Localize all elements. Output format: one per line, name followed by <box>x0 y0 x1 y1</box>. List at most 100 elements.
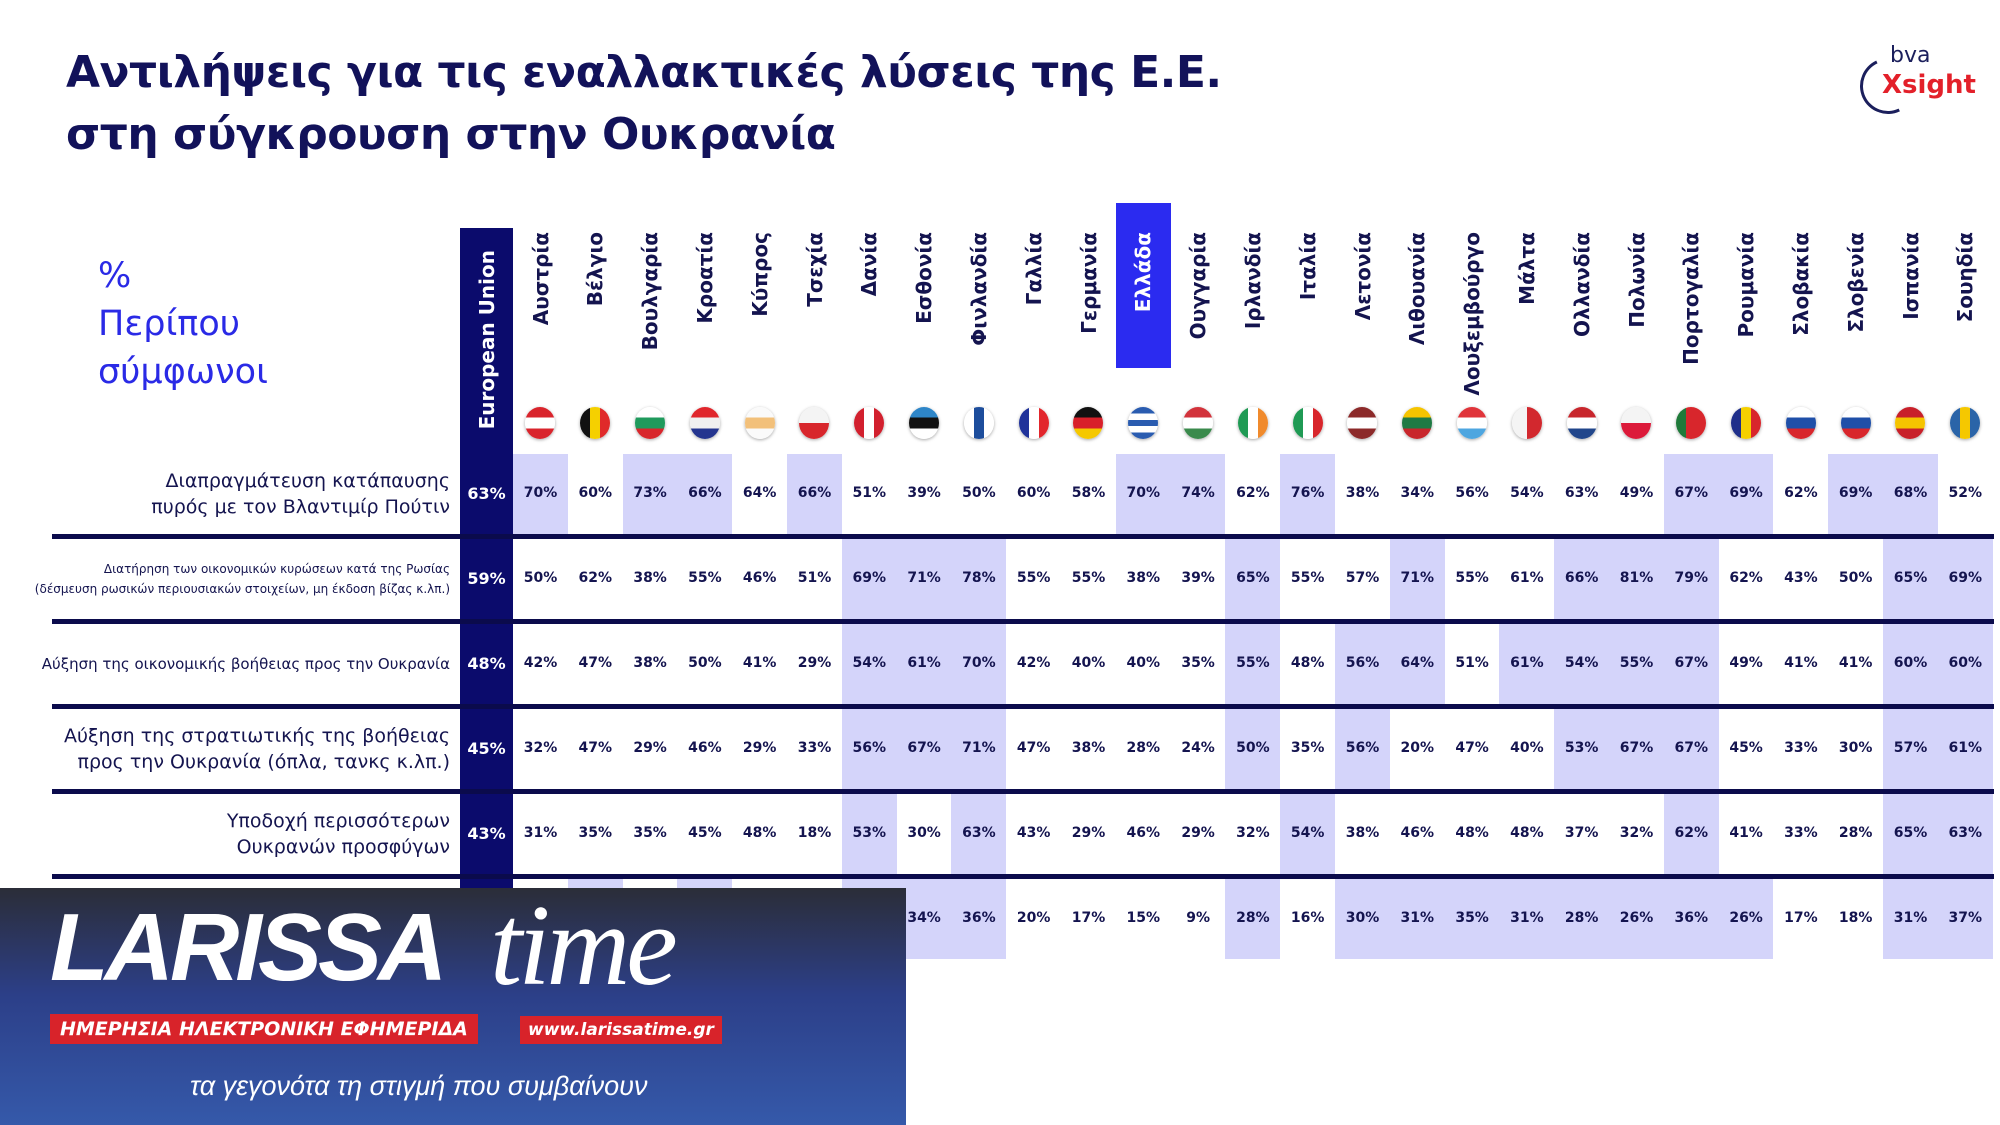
highlight-cell <box>1663 539 1719 619</box>
value-cell: 35% <box>633 825 667 841</box>
value-cell: 55% <box>1071 570 1106 586</box>
highlight-cell <box>1937 539 1993 619</box>
highlight-cell <box>787 454 842 534</box>
country-header: Φινλανδία <box>951 232 1006 346</box>
highlight-cell <box>1663 624 1719 704</box>
highlight-cell <box>841 624 897 704</box>
value-cell: 47% <box>578 655 613 671</box>
value-cell: 31% <box>1510 910 1544 926</box>
country-header: Μάλτα <box>1499 232 1554 305</box>
value-cell: 33% <box>1784 740 1818 756</box>
row-label-line: Αύξηση της οικονομικής βοήθειας προς την… <box>41 655 450 673</box>
flag-icon <box>744 407 775 439</box>
value-cell: 69% <box>852 570 887 586</box>
value-cell: 35% <box>578 825 613 841</box>
value-cell: 42% <box>1016 655 1051 671</box>
larissatime-banner: LARISSA time ΗΜΕΡΗΣΙΑ ΗΛΕΚΤΡΟΝΙΚΗ ΕΦΗΜΕΡ… <box>0 888 906 1125</box>
highlight-cell <box>1718 454 1774 534</box>
value-cell: 31% <box>523 825 558 841</box>
highlight-cell <box>1115 454 1171 534</box>
value-cell: 61% <box>1510 655 1544 671</box>
value-cell: 66% <box>797 485 832 501</box>
row-label: Υποδοχή περισσότερων Ουκρανών προσφύγων <box>227 808 450 860</box>
highlight-cell <box>1609 539 1664 619</box>
value-cell: 55% <box>1455 570 1489 586</box>
value-cell: 38% <box>633 570 667 586</box>
value-cell: 28% <box>1838 825 1873 841</box>
flag-icon <box>1676 407 1707 439</box>
country-name: Λετονία <box>1350 232 1375 321</box>
value-cell: 46% <box>1400 825 1435 841</box>
value-cell: 69% <box>1948 570 1983 586</box>
highlight-cell <box>951 709 1007 789</box>
flag-icon <box>1566 407 1597 439</box>
flag-icon <box>963 407 994 439</box>
value-cell: 62% <box>1674 825 1709 841</box>
country-header: Βουλγαρία <box>623 232 678 350</box>
highlight-cell <box>1225 539 1281 619</box>
measure-line-2: Περίπου <box>98 304 241 344</box>
value-cell: 61% <box>907 655 941 671</box>
value-cell: 43% <box>1784 570 1818 586</box>
value-cell: 29% <box>742 740 777 756</box>
highlight-cell <box>951 539 1007 619</box>
value-cell: 56% <box>1345 740 1380 756</box>
value-cell: 69% <box>1838 485 1873 501</box>
value-cell: 54% <box>1564 655 1599 671</box>
value-cell: 18% <box>1838 910 1873 926</box>
value-cell: 50% <box>962 485 996 501</box>
value-cell: 26% <box>1619 910 1654 926</box>
country-name: Φινλανδία <box>966 232 991 346</box>
value-cell: 56% <box>852 740 887 756</box>
value-cell: 67% <box>1674 740 1709 756</box>
value-cell: 57% <box>1893 740 1928 756</box>
row-label-line: προς την Ουκρανία (όπλα, τανκς κ.λπ.) <box>77 751 450 773</box>
row-label-line: (δέσμευση ρωσικών περιουσιακών στοιχείων… <box>34 582 450 596</box>
value-cell: 9% <box>1186 910 1210 926</box>
eu-value: 59% <box>467 569 506 588</box>
value-cell: 40% <box>1126 655 1161 671</box>
value-cell: 71% <box>907 570 941 586</box>
country-name: Λουξεμβούργο <box>1460 232 1485 396</box>
value-cell: 67% <box>907 740 941 756</box>
value-cell: 48% <box>1510 825 1544 841</box>
eu-value: 43% <box>467 824 506 843</box>
value-cell: 18% <box>797 825 832 841</box>
highlight-cell <box>1883 539 1938 619</box>
highlight-cell <box>513 454 568 534</box>
flag-icon <box>1895 407 1926 439</box>
value-cell: 65% <box>1893 570 1928 586</box>
bva-xsight-logo: bva Xsight <box>1852 44 1988 122</box>
row-label-line: Ουκρανών προσφύγων <box>236 836 450 858</box>
value-cell: 53% <box>1564 740 1599 756</box>
value-cell: 30% <box>907 825 941 841</box>
value-cell: 31% <box>1893 910 1928 926</box>
country-header: Λουξεμβούργο <box>1445 232 1500 396</box>
row-separator <box>52 874 1994 879</box>
value-cell: 70% <box>1126 485 1161 501</box>
highlight-cell <box>841 539 897 619</box>
row-label-line: Διατήρηση των οικονομικών κυρώσεων κατά … <box>103 562 450 576</box>
row-label-line: Αύξηση της στρατιωτικής της βοήθειας <box>63 725 450 747</box>
value-cell: 74% <box>1181 485 1215 501</box>
value-cell: 38% <box>1345 485 1380 501</box>
flag-icon <box>635 407 665 439</box>
highlight-cell <box>1280 454 1335 534</box>
row-label: Αύξηση της στρατιωτικής της βοήθειας προς… <box>64 723 450 775</box>
value-cell: 20% <box>1016 910 1051 926</box>
title-line-1: Αντιλήψεις για τις εναλλακτικές λύσεις τ… <box>66 47 1222 98</box>
value-cell: 65% <box>1893 825 1928 841</box>
country-name: Λιθουανία <box>1405 232 1430 346</box>
country-name: Ιρλανδία <box>1240 232 1265 330</box>
country-name: Σλοβενία <box>1843 232 1868 333</box>
value-cell: 37% <box>1948 910 1983 926</box>
value-cell: 52% <box>1948 485 1983 501</box>
value-cell: 49% <box>1619 485 1654 501</box>
country-header: Ιρλανδία <box>1225 232 1280 329</box>
country-header: Σουηδία <box>1938 232 1993 322</box>
flag-icon <box>1731 407 1761 439</box>
value-cell: 35% <box>1181 655 1215 671</box>
eu-header: European Union <box>460 240 513 440</box>
value-cell: 41% <box>1729 825 1763 841</box>
value-cell: 50% <box>1838 570 1873 586</box>
